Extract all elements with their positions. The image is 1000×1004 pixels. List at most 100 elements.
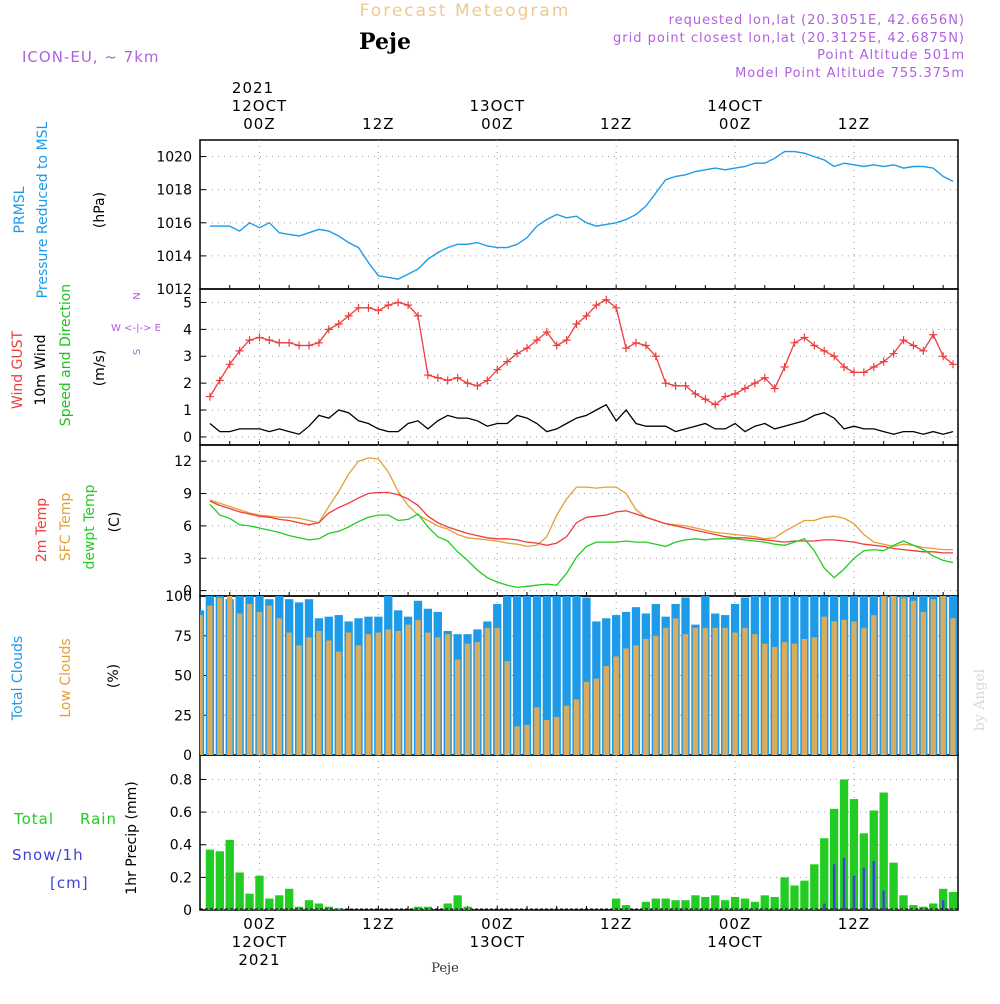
rain-bar <box>691 895 700 910</box>
top-date-label: 14OCT <box>707 97 763 115</box>
low-cloud-bar <box>286 632 292 755</box>
low-cloud-bar <box>534 707 540 755</box>
low-cloud-bar <box>682 634 689 755</box>
ytick-label: 0 <box>183 584 192 600</box>
ytick-label: 1014 <box>156 249 192 265</box>
low-cloud-bar <box>861 627 867 755</box>
low-cloud-bar <box>405 624 411 755</box>
gust-marker <box>215 376 224 385</box>
low-cloud-bar <box>940 596 946 755</box>
rain-bar <box>909 905 918 910</box>
gust-marker <box>413 311 422 320</box>
rain-bar <box>810 864 819 910</box>
ytick-label: 1012 <box>156 282 192 298</box>
bottom-axis-label: 13OCT <box>469 933 525 951</box>
panel-frame-temp <box>199 444 959 597</box>
gust-marker <box>245 336 254 345</box>
label-total: Total <box>13 810 54 828</box>
rain-bar <box>275 895 284 910</box>
gust-marker <box>810 341 819 350</box>
low-cloud-bar <box>603 665 609 755</box>
low-cloud-bar <box>375 632 382 755</box>
wind-speed-line <box>209 403 954 435</box>
rain-bar <box>839 779 849 910</box>
top-time-label: 00Z <box>243 115 275 133</box>
low-cloud-bar <box>494 627 500 755</box>
total-cloud-bar <box>572 596 581 755</box>
low-cloud-bar <box>841 619 847 755</box>
rain-bar <box>463 906 472 910</box>
ytick-label: 0.6 <box>170 805 192 821</box>
ytick-label: 1016 <box>156 216 192 232</box>
gust-marker <box>889 349 898 358</box>
total-cloud-bar <box>542 596 551 755</box>
temp-2m-line <box>209 491 953 554</box>
top-year: 2021 <box>232 79 274 97</box>
gust-marker <box>612 303 621 312</box>
low-cloud-bar <box>554 716 560 755</box>
gust-line <box>209 299 954 406</box>
low-cloud-bar <box>227 596 233 755</box>
rain-bar <box>800 880 809 910</box>
gust-marker <box>334 319 343 328</box>
bottom-axis-label: 14OCT <box>707 933 763 951</box>
snow-bar <box>852 875 856 910</box>
gust-marker <box>681 381 690 390</box>
label-hpa: (hPa) <box>92 192 108 228</box>
gust-marker <box>602 295 611 304</box>
gust-marker <box>374 306 383 315</box>
gust-marker <box>324 325 333 334</box>
gust-marker <box>304 341 313 350</box>
low-cloud-bar <box>623 648 629 755</box>
label-wind-gust: Wind GUST <box>10 330 26 409</box>
rain-bar <box>711 895 720 910</box>
gust-marker <box>661 379 670 388</box>
top-date-label: 13OCT <box>469 97 525 115</box>
ytick-label: 0.8 <box>170 772 192 788</box>
bottom-axis-label: 00Z <box>481 915 513 933</box>
gust-marker <box>552 341 561 350</box>
low-cloud-bar <box>890 596 897 755</box>
sfc-temp-line <box>209 457 953 551</box>
rain-bar <box>820 838 829 910</box>
snow-bar <box>842 857 846 910</box>
gust-marker <box>770 384 779 393</box>
low-cloud-bar <box>702 627 709 755</box>
low-cloud-bar <box>871 615 877 755</box>
gust-marker <box>622 344 631 353</box>
label-total-clouds: Total Clouds <box>10 636 26 721</box>
compass-n: N <box>132 292 143 299</box>
ytick-label: 2 <box>183 376 192 392</box>
gridpoint-coords: grid point closest lon,lat (20.3125E, 42… <box>613 31 965 46</box>
gust-marker <box>493 365 502 374</box>
rain-bar <box>334 908 343 910</box>
bottom-axis-label: 12OCT <box>232 933 288 951</box>
ytick-label: 4 <box>183 322 192 338</box>
total-cloud-bar <box>512 596 522 755</box>
gust-marker <box>235 346 244 355</box>
gust-marker <box>899 336 908 345</box>
ytick-label: 12 <box>174 454 192 470</box>
rain-bar <box>730 896 740 910</box>
low-cloud-bar <box>712 627 718 755</box>
top-time-label: 12Z <box>600 115 632 133</box>
gust-marker <box>255 333 264 342</box>
gust-marker <box>939 352 948 361</box>
gust-marker <box>631 338 640 347</box>
ytick-label: 100 <box>165 589 192 605</box>
low-cloud-bar <box>732 632 738 755</box>
chart-title: Forecast Meteogram <box>360 1 571 21</box>
low-cloud-bar <box>781 642 788 755</box>
rain-bar <box>929 903 938 910</box>
low-cloud-bar <box>306 637 312 755</box>
low-cloud-bar <box>722 627 728 755</box>
bottom-axis-label: 2021 <box>238 951 280 969</box>
ytick-label: 5 <box>183 295 192 311</box>
low-cloud-bar <box>613 656 619 755</box>
low-cloud-bar <box>791 643 798 755</box>
low-cloud-bar <box>663 627 669 755</box>
snow-bar <box>872 861 875 910</box>
gust-marker <box>582 311 591 320</box>
low-cloud-bar <box>355 645 362 755</box>
gust-marker <box>275 338 284 347</box>
